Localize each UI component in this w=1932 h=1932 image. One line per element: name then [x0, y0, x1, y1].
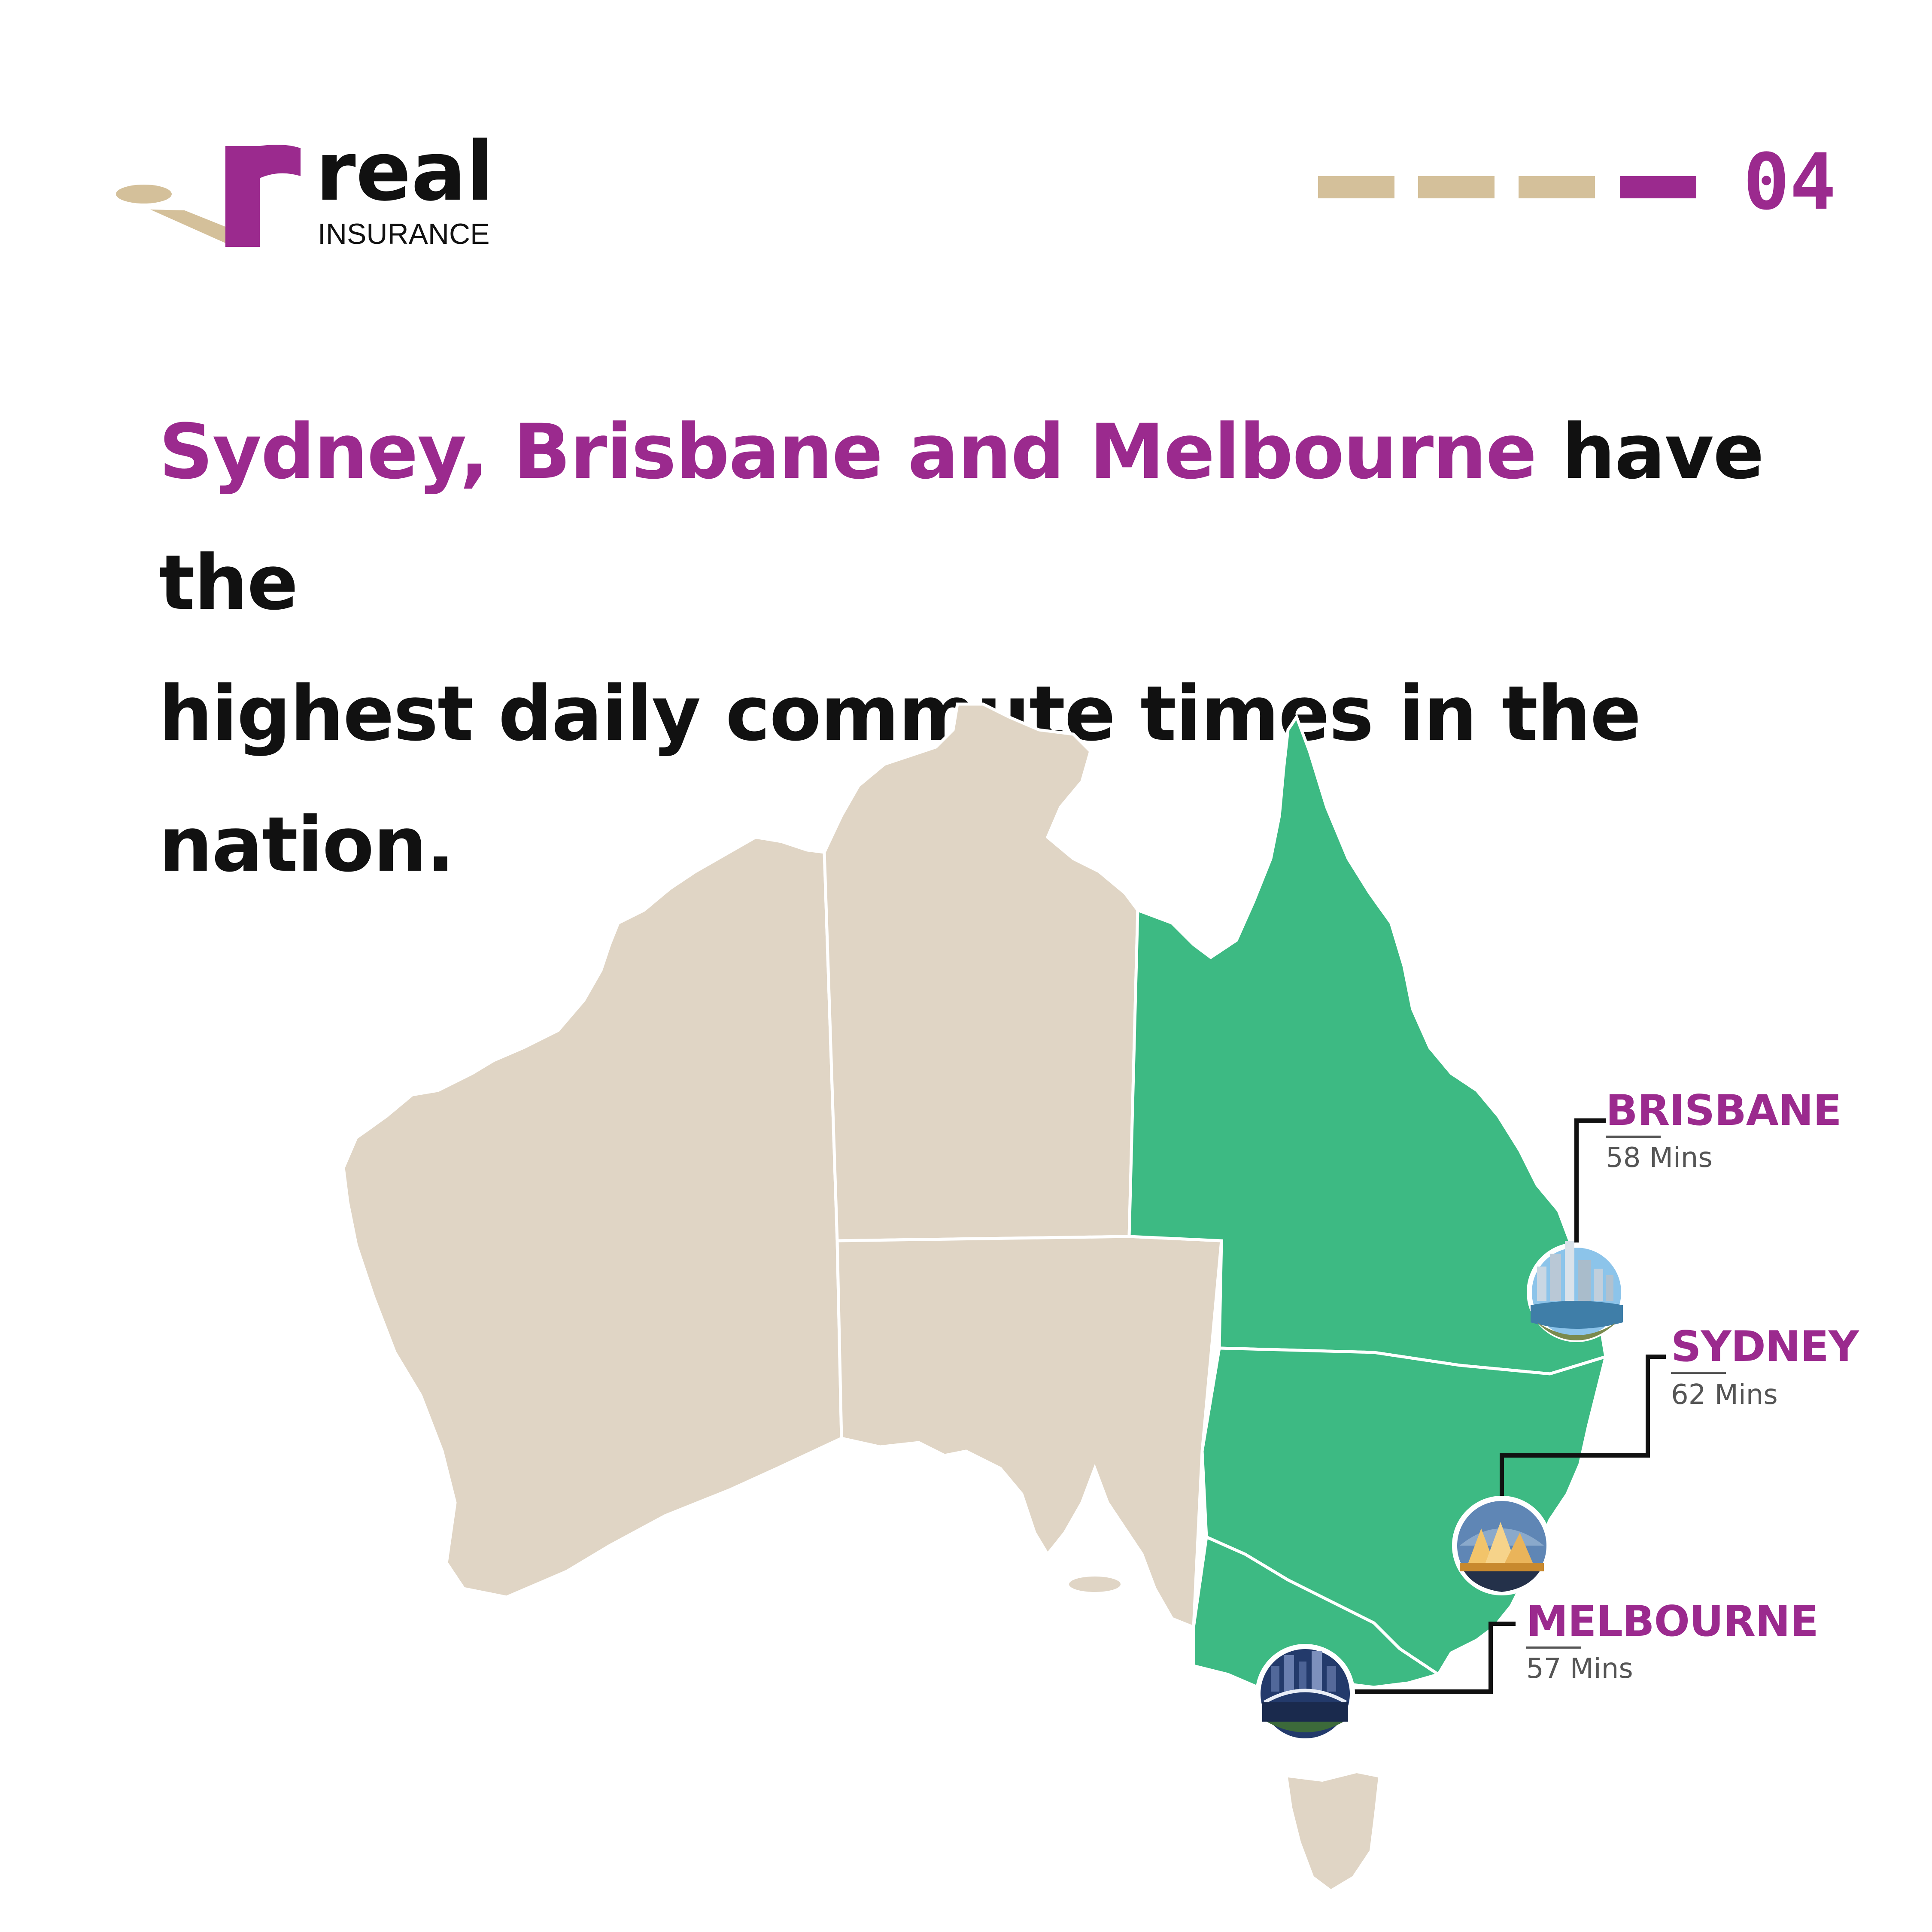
- city-commute-time: 62 Mins: [1671, 1379, 1778, 1411]
- city-divider: [1671, 1372, 1726, 1374]
- brisbane-connector: [1574, 1118, 1606, 1245]
- city-divider: [1526, 1646, 1581, 1649]
- kangaroo-island: [1069, 1577, 1121, 1592]
- melbourne-connector: [1348, 1622, 1516, 1694]
- city-name: BRISBANE: [1606, 1086, 1842, 1135]
- state-tasmania: [1288, 1773, 1378, 1889]
- state-northern-territory: [823, 702, 1139, 1242]
- sydney-photo-marker: [1452, 1496, 1552, 1595]
- brand-name: real: [316, 124, 494, 219]
- city-name: MELBOURNE: [1526, 1597, 1819, 1646]
- headline: Sydney, Brisbane and Melbourne have the …: [159, 386, 1790, 910]
- headline-line2: highest daily commute times in the natio…: [159, 670, 1641, 889]
- brand-tagline: INSURANCE: [318, 218, 490, 250]
- progress-step-2: [1418, 176, 1495, 198]
- city-name: SYDNEY: [1671, 1322, 1859, 1371]
- city-commute-time: 57 Mins: [1526, 1653, 1633, 1685]
- headline-rest-line1: have the: [159, 408, 1764, 627]
- city-commute-time: 58 Mins: [1606, 1142, 1713, 1174]
- melbourne-photo-marker: [1255, 1644, 1355, 1744]
- progress-step-4: [1620, 176, 1696, 198]
- page-number: 04: [1743, 137, 1836, 227]
- progress-step-3: [1519, 176, 1595, 198]
- state-victoria: [1192, 1534, 1442, 1702]
- state-south-australia: [835, 1235, 1223, 1630]
- headline-highlight: Sydney, Brisbane and Melbourne: [159, 408, 1537, 496]
- city-divider: [1606, 1136, 1661, 1138]
- progress-step-1: [1318, 176, 1394, 198]
- sydney-connector: [1500, 1355, 1666, 1498]
- state-western-australia: [342, 835, 843, 1599]
- brisbane-photo-marker: [1527, 1241, 1626, 1342]
